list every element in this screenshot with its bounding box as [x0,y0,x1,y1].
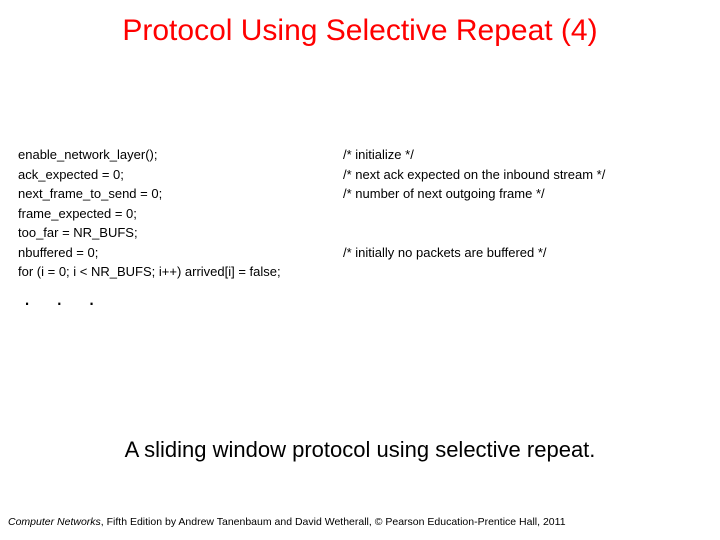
code-comment: /* initially no packets are buffered */ [343,243,547,263]
code-line: next_frame_to_send = 0; /* number of nex… [18,184,605,204]
slide-caption: A sliding window protocol using selectiv… [0,437,720,463]
code-comment: /* number of next outgoing frame */ [343,184,545,204]
code-stmt: next_frame_to_send = 0; [18,184,343,204]
code-stmt: too_far = NR_BUFS; [18,223,343,243]
code-stmt: enable_network_layer(); [18,145,343,165]
slide-title: Protocol Using Selective Repeat (4) [0,14,720,48]
ellipsis: . . . [24,285,105,311]
code-stmt: nbuffered = 0; [18,243,343,263]
code-line: frame_expected = 0; [18,204,605,224]
footer-book-title: Computer Networks [8,516,101,528]
code-comment: /* next ack expected on the inbound stre… [343,165,605,185]
code-stmt: frame_expected = 0; [18,204,343,224]
code-line: for (i = 0; i < NR_BUFS; i++) arrived[i]… [18,262,605,282]
code-comment: /* initialize */ [343,145,414,165]
code-stmt: ack_expected = 0; [18,165,343,185]
code-line: enable_network_layer(); /* initialize */ [18,145,605,165]
footer-rest: , Fifth Edition by Andrew Tanenbaum and … [101,516,566,528]
code-block: enable_network_layer(); /* initialize */… [18,145,605,282]
code-line: nbuffered = 0; /* initially no packets a… [18,243,605,263]
footer: Computer Networks, Fifth Edition by Andr… [8,516,566,528]
code-line: ack_expected = 0; /* next ack expected o… [18,165,605,185]
code-stmt: for (i = 0; i < NR_BUFS; i++) arrived[i]… [18,262,343,282]
code-line: too_far = NR_BUFS; [18,223,605,243]
